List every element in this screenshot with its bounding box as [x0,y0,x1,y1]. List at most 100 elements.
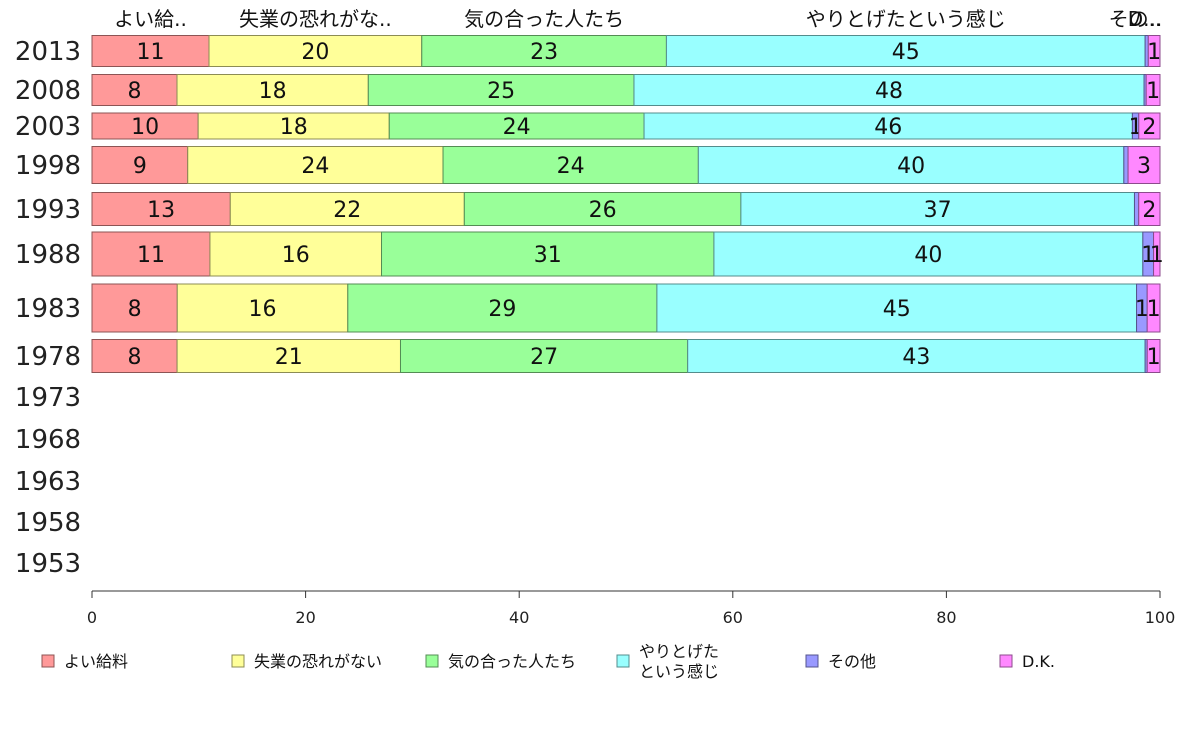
legend-label: よい給料 [64,652,128,671]
bar-segment [442,146,699,184]
bar-segment [1133,192,1140,226]
data-label: 26 [589,198,617,223]
data-label: 9 [133,154,147,179]
legend-label: 失業の恐れがない [254,652,382,671]
year-label: 2008 [15,76,81,106]
legend-swatch [805,654,819,668]
bar-segment [399,339,689,373]
bar-segment [665,35,1146,67]
x-tick-label: 60 [723,608,743,627]
data-label: 29 [488,297,516,322]
year-label: 2003 [15,112,81,142]
data-label: 10 [131,115,159,140]
data-label: 43 [902,345,930,370]
bar-segment [687,339,1146,373]
data-label: 27 [530,345,558,370]
data-label: 45 [883,297,911,322]
bar-segment [643,112,1133,140]
data-label: 1 [1147,40,1161,65]
column-header: 失業の恐れがな.. [239,7,392,31]
bar-segment [176,283,349,333]
x-tick-label: 0 [87,608,97,627]
x-tick-label: 40 [509,608,529,627]
bar-segment [91,283,178,333]
data-label: 1 [1141,243,1155,268]
bars: 11 20 23 45 18 18 25 48 110 18 24 46 1 29 24 24 40 313 22 2… [91,35,1164,373]
data-label: 1 [1150,243,1164,268]
legend-swatch [231,654,245,668]
data-label: 8 [128,297,142,322]
data-label: 22 [333,198,361,223]
x-axis: 0 20 40 60 80 100 [87,590,1176,627]
legend-swatch [999,654,1013,668]
data-label: 2 [1142,198,1156,223]
bar-segment [1147,35,1161,67]
x-tick-label: 80 [936,608,956,627]
bar-segment [91,231,211,277]
data-label: 46 [874,115,902,140]
bar-segment [91,339,178,373]
data-label: 8 [128,79,142,104]
data-label: 1 [1135,297,1149,322]
bar-segment [187,146,444,184]
data-label: 20 [301,40,329,65]
bar-segment [740,192,1135,226]
year-label: 1998 [15,151,81,181]
bar-segment [388,112,645,140]
bar-segment [1138,192,1161,226]
data-label: 3 [1137,154,1151,179]
year-label: 2013 [15,37,81,67]
bar-segment [421,35,667,67]
data-label: 21 [275,345,303,370]
bar-segment [656,283,1138,333]
bar-segment [1145,74,1161,106]
legend: よい給料 失業の恐れがない 気の合った人たち やりとげたという感じ その他 D.K. [41,642,1055,681]
bar-segment [697,146,1125,184]
bar-segment [633,74,1145,106]
column-header: D... [1128,7,1162,31]
bar-segment [176,74,369,106]
data-label: 37 [924,198,952,223]
data-label: 18 [259,79,287,104]
data-label: 1 [1146,79,1160,104]
year-label: 1958 [15,508,81,538]
legend-swatch [41,654,55,668]
bar-segment [91,112,199,140]
year-labels: 2013 2008 2003 1998 1993 1988 1983 1978 1973 1968… [15,37,81,579]
year-label: 1963 [15,467,81,497]
bar-segment [713,231,1144,277]
legend-label: やりとげた [639,642,719,661]
year-label: 1983 [15,294,81,324]
data-label: 24 [503,115,531,140]
bar-segment [1146,283,1161,333]
legend-label: 気の合った人たち [448,652,576,671]
data-label: 31 [534,243,562,268]
bar-segment [197,112,390,140]
x-tick-label: 100 [1145,608,1176,627]
bar-segment [1123,146,1129,184]
column-header: やりとげたという感じ [806,7,1006,31]
data-label: 40 [897,154,925,179]
legend-swatch [425,654,439,668]
legend-label: その他 [828,652,876,671]
year-label: 1973 [15,383,81,413]
bar-segment [1127,146,1161,184]
bar-segment [91,192,231,226]
data-label: 24 [557,154,585,179]
data-label: 45 [892,40,920,65]
legend-swatch [616,654,630,668]
bar-segment [91,35,210,67]
year-label: 1968 [15,425,81,455]
bar-segment [91,74,178,106]
data-label: 23 [530,40,558,65]
bar-segment [91,146,189,184]
year-label: 1988 [15,240,81,270]
data-label: 18 [280,115,308,140]
data-label: 8 [128,345,142,370]
data-label: 16 [282,243,310,268]
column-header: その.. [1109,7,1162,31]
legend-label: D.K. [1022,652,1055,671]
data-label: 16 [249,297,277,322]
x-tick-label: 20 [295,608,315,627]
